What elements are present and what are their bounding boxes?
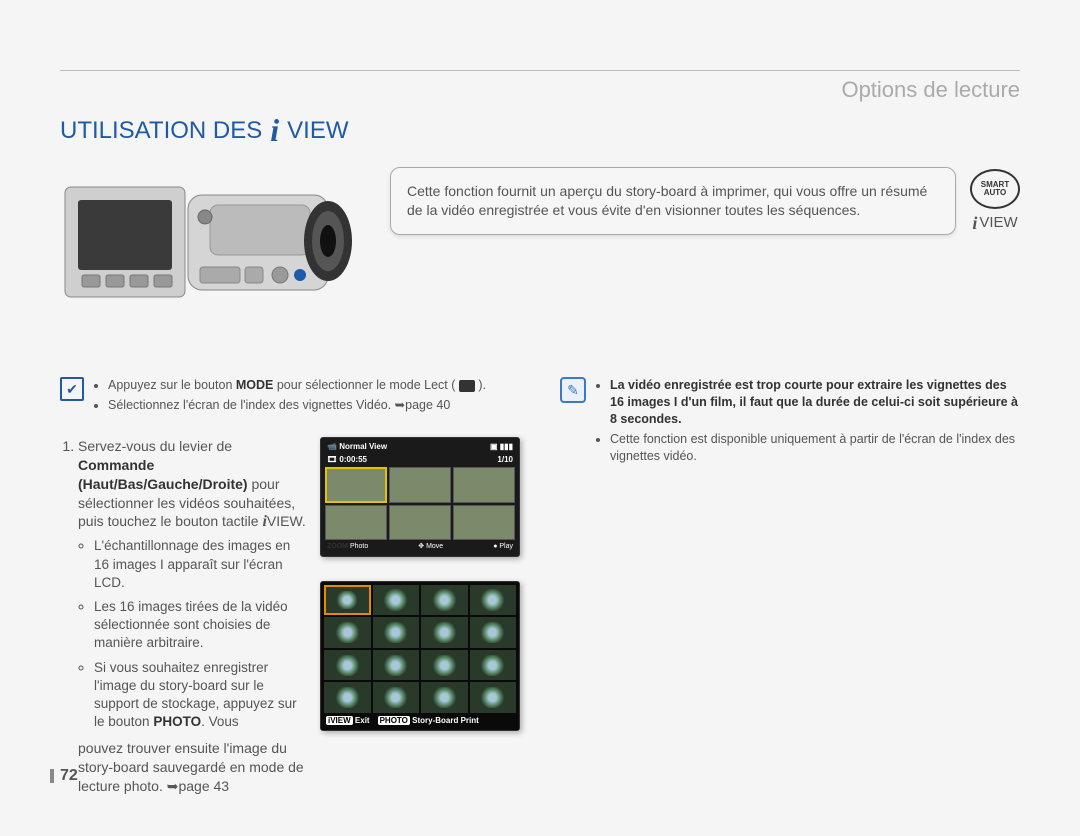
- iview-i-glyph: i: [270, 118, 279, 144]
- lcd-storyboard-grid: iVIEW Exit PHOTO Story-Board Print: [320, 581, 520, 731]
- precheck-item: Appuyez sur le bouton MODE pour sélectio…: [108, 377, 486, 394]
- note-list: La vidéo enregistrée est trop courte pou…: [596, 377, 1020, 467]
- feature-callout: Cette fonction fournit un aperçu du stor…: [390, 167, 956, 235]
- step-sub: L'échantillonnage des images en 16 image…: [94, 537, 306, 592]
- lcd-thumbnail-index: 📹 Normal View ▣ ▮▮▮ 🎞 0:00:55 1/10 ZOOM …: [320, 437, 520, 557]
- step-sub: Si vous souhaitez enregistrer l'image du…: [94, 659, 306, 732]
- iview-label: iVIEW: [972, 213, 1017, 233]
- step-tail: pouvez trouver ensuite l'image du story-…: [60, 739, 306, 796]
- camcorder-illustration: [60, 167, 360, 327]
- note-icon: ✎: [560, 377, 586, 403]
- precheck-item: Sélectionnez l'écran de l'index des vign…: [108, 397, 486, 414]
- section-heading: UTILISATION DES i VIEW: [60, 115, 1020, 147]
- step-sub: Les 16 images tirées de la vidéo sélecti…: [94, 598, 306, 653]
- step-1: Servez-vous du levier de Commande (Haut/…: [78, 437, 306, 732]
- precheck-icon: ✔: [60, 377, 84, 401]
- precheck-list: Appuyez sur le bouton MODE pour sélectio…: [94, 377, 486, 417]
- smart-auto-icon: SMART AUTO: [970, 169, 1020, 209]
- page-title: Options de lecture: [60, 75, 1020, 105]
- note-item: Cette fonction est disponible uniquement…: [610, 431, 1020, 465]
- note-item: La vidéo enregistrée est trop courte pou…: [610, 377, 1020, 428]
- page-number: 72: [50, 765, 78, 787]
